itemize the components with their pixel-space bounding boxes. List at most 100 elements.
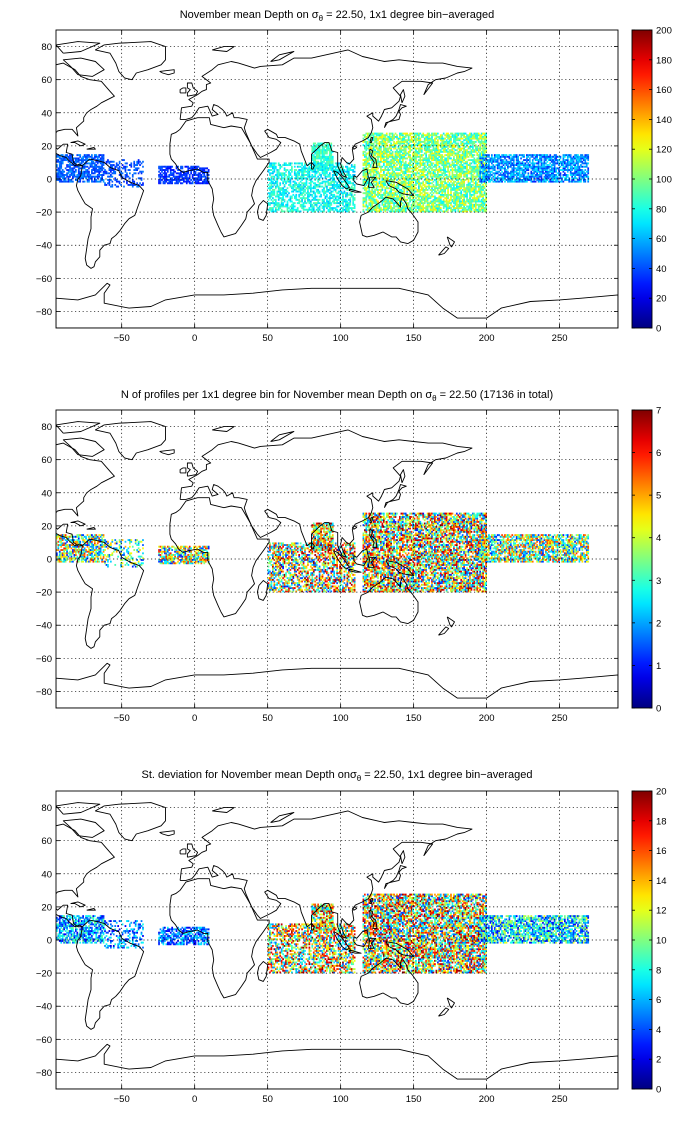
data-cell — [181, 174, 184, 176]
data-cell — [396, 187, 398, 190]
data-cell — [455, 132, 458, 135]
data-cell — [397, 202, 400, 205]
data-cell — [333, 182, 336, 185]
data-cell — [472, 165, 474, 168]
data-cell — [438, 202, 441, 205]
data-cell — [337, 180, 340, 183]
data-cell — [372, 182, 375, 185]
data-cell — [339, 195, 341, 198]
data-cell — [343, 198, 346, 201]
data-cell — [134, 167, 137, 170]
data-cell — [458, 132, 461, 135]
data-cell — [349, 167, 352, 170]
data-cell — [82, 167, 84, 170]
data-cell — [432, 207, 435, 210]
data-cell — [463, 207, 465, 210]
data-cell — [470, 159, 473, 162]
data-cell — [277, 190, 280, 193]
data-cell — [98, 165, 101, 168]
data-cell — [93, 180, 96, 183]
data-cell — [470, 149, 473, 152]
data-cell — [181, 165, 184, 168]
data-cell — [187, 165, 190, 168]
data-cell — [385, 172, 388, 175]
data-cell — [320, 203, 322, 206]
data-cell — [347, 193, 350, 196]
data-cell — [324, 175, 327, 178]
data-cell — [409, 187, 411, 190]
data-cell — [380, 167, 382, 170]
data-cell — [400, 137, 403, 140]
data-cell — [436, 197, 439, 200]
data-cell — [425, 179, 428, 181]
data-cell — [453, 188, 455, 191]
data-cell — [274, 195, 277, 198]
data-cell — [346, 174, 349, 176]
data-cell — [350, 182, 353, 185]
data-cell — [470, 203, 473, 206]
data-cell — [69, 179, 71, 181]
data-cell — [74, 157, 77, 160]
data-cell — [396, 193, 398, 196]
data-cell — [269, 192, 271, 195]
data-cell — [444, 179, 446, 181]
data-cell — [111, 160, 114, 163]
data-cell — [447, 177, 449, 180]
data-cell — [188, 167, 191, 170]
data-cell — [369, 144, 372, 147]
data-cell — [343, 200, 346, 203]
data-cell — [387, 135, 390, 138]
data-cell — [428, 180, 430, 183]
data-cell — [197, 177, 200, 180]
data-cell — [434, 157, 436, 160]
data-cell — [312, 192, 315, 195]
data-cell — [470, 210, 473, 213]
data-cell — [339, 190, 341, 193]
data-cell — [314, 159, 317, 162]
data-cell — [407, 150, 410, 153]
data-cell — [403, 180, 406, 183]
data-cell — [204, 175, 207, 178]
data-cell — [280, 174, 283, 176]
data-cell — [352, 165, 355, 168]
data-cell — [463, 165, 465, 168]
data-cell — [276, 190, 279, 193]
data-cell — [267, 195, 270, 198]
data-cell — [331, 155, 334, 158]
data-cell — [380, 165, 382, 168]
data-cell — [326, 195, 328, 198]
data-cell — [450, 180, 452, 183]
data-cell — [441, 172, 444, 175]
data-cell — [460, 179, 463, 181]
data-cell — [431, 157, 433, 160]
data-cell — [469, 182, 471, 185]
data-cell — [393, 137, 395, 140]
data-cell — [58, 180, 61, 183]
data-cell — [295, 187, 298, 190]
data-cell — [476, 167, 479, 170]
data-cell — [346, 205, 349, 208]
data-cell — [418, 162, 420, 165]
data-cell — [412, 183, 414, 186]
data-cell — [418, 203, 420, 206]
data-cell — [180, 175, 182, 178]
data-cells — [56, 132, 590, 213]
data-cell — [472, 180, 474, 183]
data-cell — [60, 159, 63, 162]
data-cell — [369, 145, 372, 148]
data-cell — [454, 145, 457, 148]
data-cell — [445, 205, 448, 208]
data-cell — [419, 154, 422, 157]
data-cell — [407, 202, 410, 205]
data-cell — [388, 137, 391, 140]
data-cell — [295, 183, 298, 186]
data-cell — [366, 190, 369, 193]
data-cell — [399, 174, 401, 176]
data-cell — [441, 210, 444, 213]
data-cell — [183, 170, 185, 173]
data-cell — [429, 170, 432, 173]
data-cell — [321, 172, 324, 175]
data-cell — [164, 175, 166, 178]
data-cell — [406, 190, 409, 193]
data-cell — [429, 207, 432, 210]
